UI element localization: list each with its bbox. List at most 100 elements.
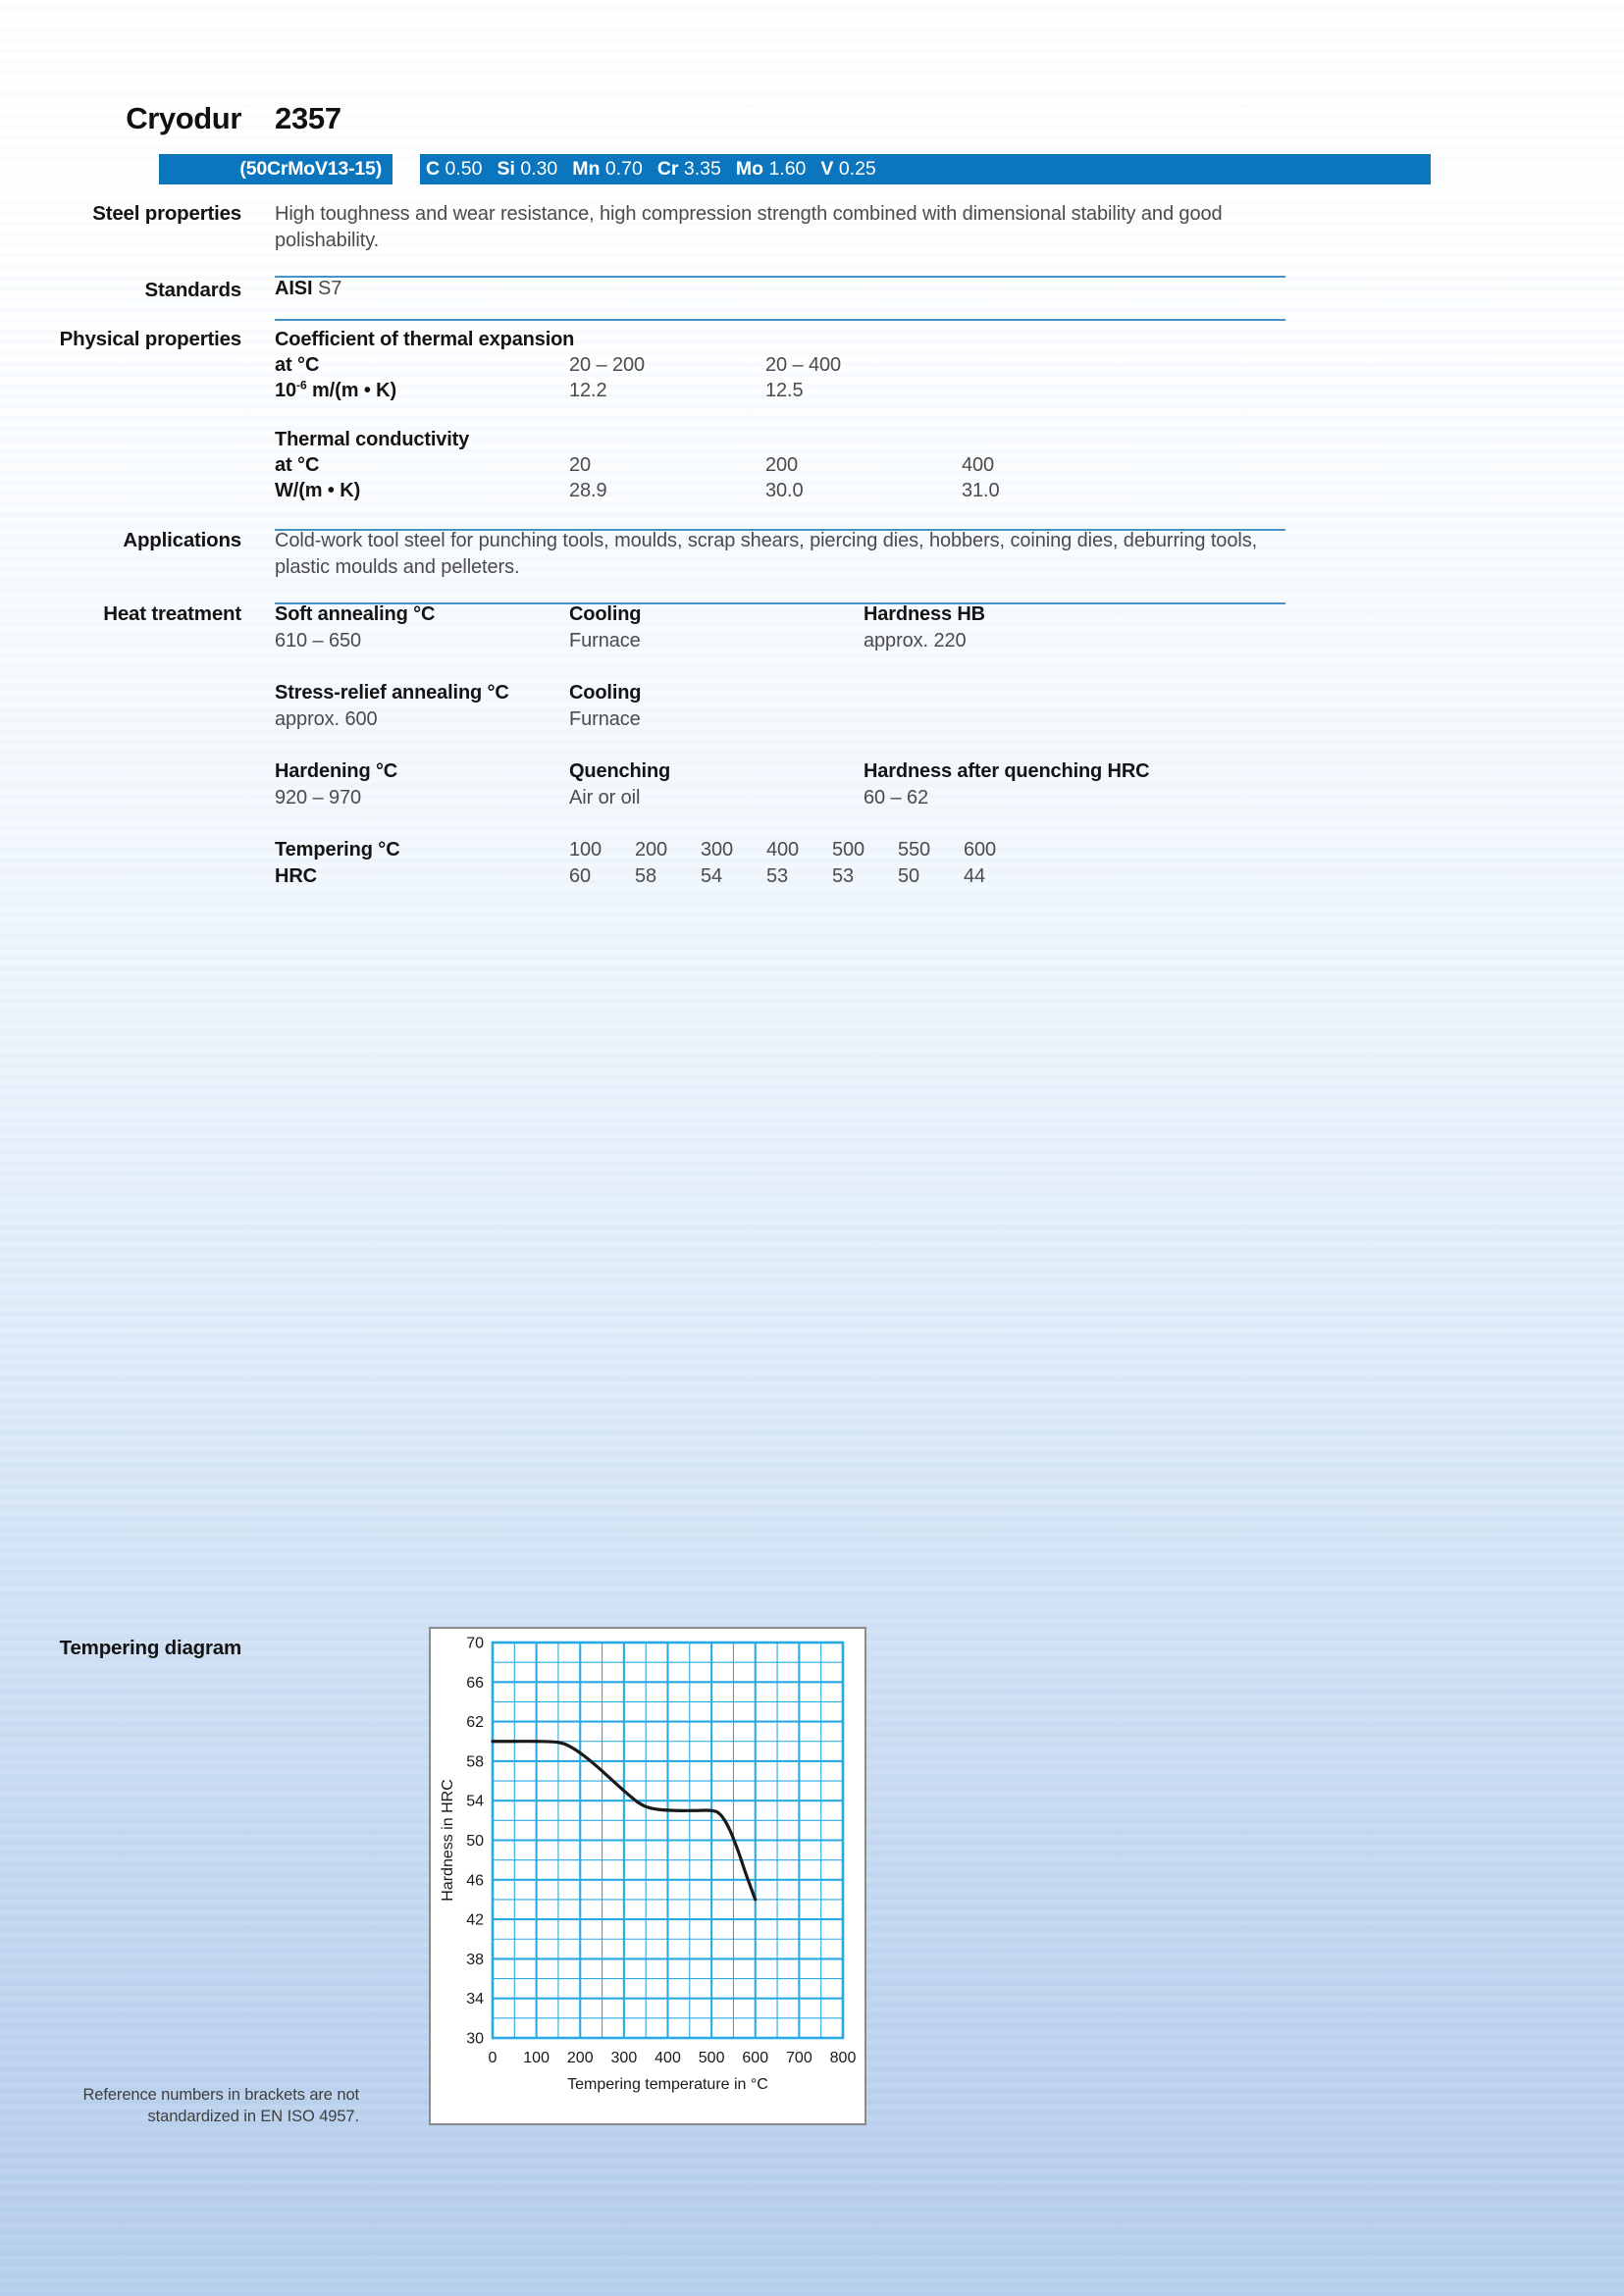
- cell-value: 20 – 200: [569, 354, 646, 376]
- element-symbol: V: [820, 158, 834, 180]
- row-header: HRC: [275, 865, 318, 887]
- element-value: 0.30: [520, 158, 558, 180]
- chart-x-tick-labels: 0 100 200 300 400 500 600 700 800: [489, 2050, 857, 2066]
- cell-value: 12.5: [765, 380, 804, 401]
- tempering-chart-svg: 30 34 38 42 46 50 54 58 62 66 70 0 100 200 300 400 500 6…: [440, 1636, 857, 2094]
- cell-value: 400: [962, 454, 995, 476]
- cell-value: 20 – 400: [765, 354, 842, 376]
- composition-item: V 0.25: [820, 154, 875, 184]
- y-tick-label: 38: [466, 1952, 484, 1968]
- alias-badge: (50CrMoV13-15): [159, 154, 393, 184]
- block-heading: Hardening °C: [275, 760, 398, 782]
- y-tick-label: 30: [466, 2031, 484, 2048]
- cell-value: 300: [701, 839, 734, 861]
- footnote: Reference numbers in brackets are not st…: [82, 2086, 359, 2126]
- grade-number: 2357: [275, 101, 341, 135]
- cell-empty: [962, 378, 1158, 403]
- row-header: at °C: [275, 454, 320, 476]
- table-row: W/(m • K) 28.9 30.0 31.0: [275, 478, 1158, 503]
- cell-value: 200: [765, 454, 799, 476]
- section-divider: [275, 529, 1285, 531]
- cell-value: 500: [832, 839, 865, 861]
- element-symbol: Cr: [656, 158, 679, 180]
- block-value: approx. 220: [864, 630, 967, 652]
- cell-value: 600: [964, 839, 997, 861]
- block-value: 610 – 650: [275, 630, 362, 652]
- physical-properties-label: Physical properties: [59, 328, 242, 350]
- y-tick-label: 46: [466, 1872, 484, 1889]
- block-value: Air or oil: [569, 787, 641, 809]
- section-heat-treatment: Heat treatment Soft annealing °C 610 – 6…: [0, 601, 1290, 890]
- standards-org: AISI: [275, 278, 313, 299]
- block-value: Furnace: [569, 708, 641, 730]
- y-tick-label: 62: [466, 1714, 484, 1731]
- tempering-diagram-label: Tempering diagram: [59, 1637, 242, 1659]
- element-value: 0.70: [604, 158, 643, 180]
- exp-unit: m/(m • K): [306, 380, 397, 401]
- x-tick-label: 0: [489, 2050, 498, 2066]
- cell-value: 31.0: [962, 480, 1000, 501]
- section-steel-properties: Steel properties High toughness and wear…: [0, 201, 1290, 279]
- cell-value: 53: [832, 865, 855, 887]
- x-tick-label: 100: [523, 2050, 550, 2066]
- exp-base: 10: [275, 380, 297, 401]
- element-value: 1.60: [768, 158, 807, 180]
- y-tick-label: 42: [466, 1912, 484, 1929]
- thermal-expansion-title: Coefficient of thermal expansion: [275, 329, 575, 350]
- composition-item: Mn 0.70: [572, 154, 643, 184]
- y-tick-label: 58: [466, 1753, 484, 1770]
- cell-empty: [962, 352, 1158, 378]
- chart-plot-frame: [491, 1641, 845, 2040]
- composition-bar: C 0.50 Si 0.30 Mn 0.70 Cr 3.35 Mo 1.60 V…: [420, 154, 1431, 184]
- cell-value: 50: [898, 865, 920, 887]
- block-value: Furnace: [569, 630, 641, 652]
- heat-treatment-block: Soft annealing °C 610 – 650 Cooling Furn…: [275, 601, 1290, 654]
- hardness-curve: [491, 1740, 758, 1902]
- applications-text: Cold-work tool steel for punching tools,…: [275, 530, 1258, 579]
- standards-designation: S7: [317, 278, 342, 299]
- section-divider: [275, 276, 1285, 279]
- thermal-conductivity-title: Thermal conductivity: [275, 429, 470, 450]
- section-applications: Applications Cold-work tool steel for pu…: [0, 528, 1290, 605]
- chart-y-axis-label: Hardness in HRC: [440, 1779, 456, 1901]
- cell-value: 400: [766, 839, 800, 861]
- heat-treatment-block: Hardening °C 920 – 970 Quenching Air or …: [275, 758, 1290, 811]
- x-tick-label: 500: [699, 2050, 725, 2066]
- element-symbol: Mo: [735, 158, 764, 180]
- row-header: at °C: [275, 354, 320, 376]
- element-symbol: Mn: [572, 158, 601, 180]
- section-standards: Standards AISI S7: [0, 278, 1290, 321]
- block-value: 60 – 62: [864, 787, 929, 809]
- y-tick-label: 50: [466, 1833, 484, 1850]
- element-value: 0.25: [838, 158, 876, 180]
- section-physical-properties: Physical properties Coefficient of therm…: [0, 327, 1290, 531]
- section-divider: [275, 319, 1285, 321]
- cell-value: 20: [569, 454, 592, 476]
- cell-value: 200: [635, 839, 668, 861]
- cell-value: 100: [569, 839, 602, 861]
- applications-label: Applications: [123, 529, 241, 551]
- alias-label: (50CrMoV13-15): [239, 158, 382, 180]
- block-heading: Stress-relief annealing °C: [275, 682, 509, 704]
- cell-value: 12.2: [569, 380, 607, 401]
- thermal-expansion-table: at °C 20 – 200 20 – 400 10-6 m/(m • K) 1…: [275, 352, 1158, 403]
- y-tick-label: 34: [466, 1991, 484, 2008]
- x-tick-label: 600: [742, 2050, 768, 2066]
- chart-x-axis-label: Tempering temperature in °C: [567, 2076, 768, 2093]
- table-row: at °C 20 – 200 20 – 400: [275, 352, 1158, 378]
- tempering-diagram-chart: 30 34 38 42 46 50 54 58 62 66 70 0 100 200 300 400 500 6…: [429, 1627, 866, 2125]
- cell-value: 44: [964, 865, 986, 887]
- heat-treatment-block: Stress-relief annealing °C approx. 600 C…: [275, 680, 1290, 733]
- block-value: 920 – 970: [275, 787, 362, 809]
- block-value: approx. 600: [275, 708, 378, 730]
- cell-value: 54: [701, 865, 723, 887]
- row-header: 10-6 m/(m • K): [275, 378, 569, 403]
- cell-value: 550: [898, 839, 931, 861]
- element-value: 3.35: [683, 158, 721, 180]
- composition-item: Si 0.30: [497, 154, 557, 184]
- x-tick-label: 800: [830, 2050, 857, 2066]
- block-heading: Cooling: [569, 682, 642, 704]
- cell-value: 60: [569, 865, 592, 887]
- table-row: HRC 60 58 54 53 53 50 44: [275, 863, 1029, 890]
- table-row: at °C 20 200 400: [275, 452, 1158, 478]
